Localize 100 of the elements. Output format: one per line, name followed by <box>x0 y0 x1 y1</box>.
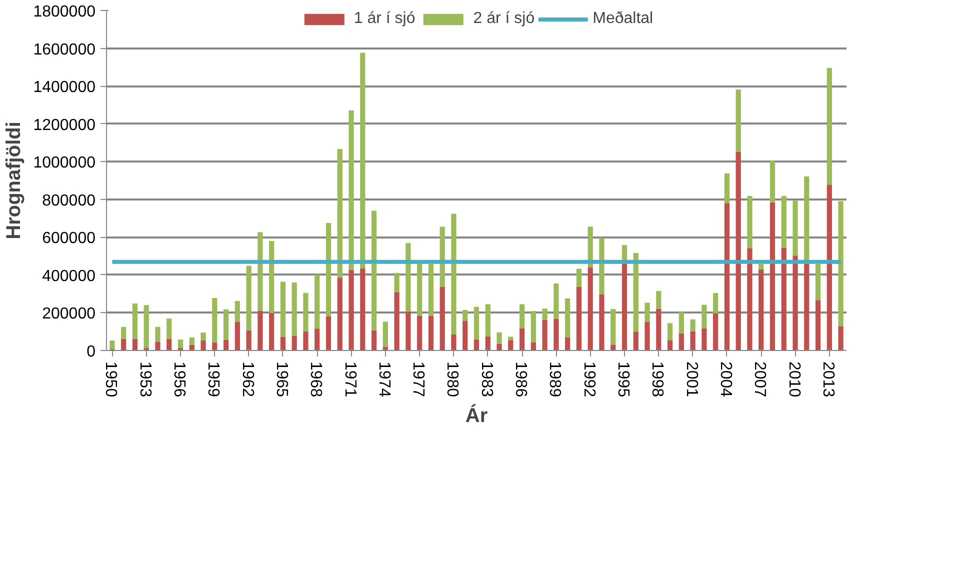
bar <box>576 287 582 350</box>
bar <box>804 264 810 350</box>
bar <box>565 298 570 338</box>
bar <box>656 308 662 350</box>
bar <box>371 330 377 350</box>
bar <box>826 68 832 185</box>
bar <box>599 294 604 350</box>
bar <box>736 89 741 152</box>
bar <box>542 308 548 320</box>
bar <box>633 253 638 332</box>
x-axis-title: Ár <box>465 404 488 428</box>
x-tick-label: 2010 <box>785 362 802 398</box>
bar <box>838 201 844 326</box>
bar <box>406 243 411 312</box>
bar <box>269 313 274 350</box>
bar <box>815 300 821 350</box>
x-tick-label: 1965 <box>272 362 290 398</box>
bar <box>690 331 696 350</box>
bar <box>451 214 456 334</box>
bar <box>360 268 366 350</box>
bar <box>747 196 752 248</box>
bar <box>610 344 616 350</box>
bar <box>724 173 730 204</box>
bar <box>554 318 559 350</box>
x-tick-label: 1992 <box>580 362 598 398</box>
y-axis-title: Hrognafjöldi <box>3 122 26 240</box>
bar <box>371 210 377 330</box>
bar <box>747 248 752 350</box>
bar <box>258 232 263 312</box>
bar <box>258 311 263 350</box>
y-tick-label: 0 <box>86 344 96 360</box>
x-tick-label: 2013 <box>819 362 836 398</box>
bar <box>508 336 514 340</box>
bar <box>826 184 832 350</box>
bar <box>588 267 593 350</box>
x-tick-label: 1953 <box>136 362 154 398</box>
bar <box>132 338 138 350</box>
bar <box>678 312 684 334</box>
bar <box>474 306 480 340</box>
bar <box>269 240 274 314</box>
bar <box>713 313 718 350</box>
bar <box>314 328 320 350</box>
bar <box>223 340 229 350</box>
bar <box>656 291 662 309</box>
bar <box>144 305 149 348</box>
bar <box>440 287 445 350</box>
x-tick-label: 1989 <box>546 362 564 398</box>
bar <box>530 311 536 342</box>
bar <box>440 226 445 288</box>
bar <box>155 342 160 350</box>
bar <box>121 326 126 339</box>
bar <box>166 318 172 339</box>
bar <box>314 274 320 329</box>
bar <box>554 283 559 319</box>
bar <box>610 308 616 345</box>
bar <box>702 328 707 350</box>
x-tick-label: 1980 <box>444 362 461 398</box>
bar <box>348 110 354 270</box>
bar <box>838 326 844 350</box>
y-tick-label: 800000 <box>42 192 96 210</box>
x-tick-label: 1986 <box>512 362 530 398</box>
bar <box>758 269 764 350</box>
bar <box>212 298 218 343</box>
bar <box>303 292 308 332</box>
bar <box>406 312 411 350</box>
y-tick-label: 600000 <box>42 230 96 248</box>
bar <box>280 282 286 337</box>
bar <box>565 337 570 350</box>
bar <box>200 340 206 350</box>
y-tick-label: 200000 <box>42 306 96 323</box>
bar <box>292 336 297 350</box>
bar <box>234 301 240 322</box>
bar <box>770 202 776 350</box>
bar <box>348 270 354 350</box>
bar <box>382 322 388 347</box>
x-tick-label: 1971 <box>341 362 358 398</box>
bar <box>781 196 786 248</box>
bar <box>576 268 582 288</box>
x-tick-label: 1983 <box>478 362 495 398</box>
x-tick-label: 1995 <box>614 362 632 398</box>
bar <box>155 326 160 342</box>
bar <box>394 292 400 350</box>
bar <box>234 322 240 350</box>
bar <box>326 223 332 316</box>
bar <box>428 264 434 316</box>
bar <box>542 320 548 350</box>
y-tick-label: 1600000 <box>33 41 96 58</box>
bar <box>633 332 638 350</box>
x-tick-label: 1974 <box>375 362 392 398</box>
bar <box>200 332 206 340</box>
bar <box>770 160 776 202</box>
bar <box>622 264 628 350</box>
bar <box>508 340 514 350</box>
bar <box>451 334 456 350</box>
bar <box>132 303 138 339</box>
legend-label: 1 ár í sjó <box>354 10 416 28</box>
bar <box>462 310 468 321</box>
bar <box>337 148 342 278</box>
bar <box>360 52 366 268</box>
bar <box>496 344 502 350</box>
